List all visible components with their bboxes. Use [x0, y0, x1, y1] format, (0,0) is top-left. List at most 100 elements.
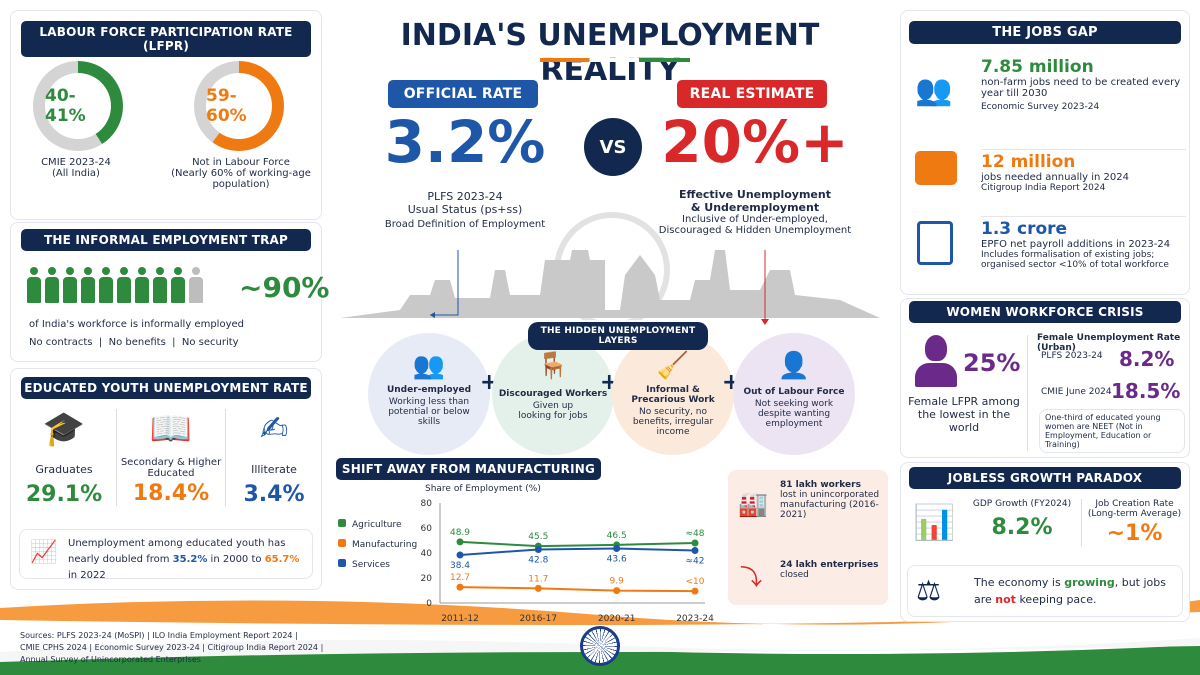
note-text: in 2022 [68, 570, 106, 581]
official-status: Usual Status (ps+ss) [407, 203, 523, 216]
person-icon [135, 267, 149, 303]
lfpr-header: LABOUR FORCE PARTICIPATION RATE (LFPR) [21, 21, 311, 57]
x-tick-label: 2023-24 [676, 614, 714, 624]
page-title: INDIA'S UNEMPLOYMENT REALITY [400, 18, 820, 88]
female-lfpr-desc: Female LFPR among the lowest in the worl… [908, 395, 1020, 434]
informal-panel: THE INFORMAL EMPLOYMENT TRAP ~90% of Ind… [10, 222, 329, 362]
connector-arrows [430, 250, 769, 325]
data-label: ≈42 [686, 557, 705, 567]
jobs-value-2: 12 million [981, 152, 1076, 172]
msg: keeping pace. [1015, 593, 1097, 606]
legend-label: Manufacturing [352, 540, 418, 550]
data-label: ≈48 [686, 529, 705, 539]
ashoka-chakra-icon [580, 626, 620, 666]
person-icon [153, 267, 167, 303]
sitting-person-icon: 🪑 [536, 351, 570, 381]
data-point [613, 587, 621, 595]
jobs-src-2: Citigroup India Report 2024 [981, 183, 1106, 193]
jobless-panel: JOBLESS GROWTH PARADOX 📊 GDP Growth (FY2… [900, 462, 1190, 622]
chart-title: SHIFT AWAY FROM MANUFACTURING [336, 458, 601, 480]
y-tick-label: 60 [421, 524, 433, 534]
official-rate-badge: OFFICIAL RATE [388, 80, 538, 108]
lfpr-panel: LABOUR FORCE PARTICIPATION RATE (LFPR) 4… [10, 10, 322, 220]
factory-icon: 🏭 [738, 490, 768, 518]
source-line: Annual Survey of Unincorporated Enterpri… [20, 655, 201, 664]
person-icon [117, 267, 131, 303]
y-tick-label: 20 [421, 574, 433, 584]
person-icon [27, 267, 41, 303]
informal-line1: of India's workforce is informally emplo… [29, 319, 244, 330]
note-2000: 35.2% [172, 554, 208, 565]
mfg-loss-panel: 🏭 81 lakh workers lost in unincorporated … [728, 470, 888, 605]
person-icon [45, 267, 59, 303]
graduate-icon: 🎓 [42, 409, 86, 449]
writing-icon: ✍ [259, 409, 289, 449]
note-text: Unemployment among educated youth has ne… [68, 538, 286, 565]
mfg-enterprises-desc: closed [780, 570, 809, 580]
data-label: 48.9 [450, 528, 470, 538]
document-id-icon [917, 221, 953, 265]
jobs-desc-2: jobs needed annually in 2024 [981, 172, 1129, 183]
growth-chart-icon: 📊 [913, 503, 956, 543]
data-label: 38.4 [450, 561, 470, 571]
skyline-illustration [340, 212, 880, 320]
real-l3: Inclusive of Under-employed, [682, 214, 828, 225]
job-rate-value: ~1% [1106, 521, 1163, 546]
jobs-gap-panel: THE JOBS GAP 👥 7.85 million non-farm job… [900, 10, 1190, 295]
data-point [691, 539, 699, 547]
jobs-desc-1: non-farm jobs need to be created every y… [981, 77, 1181, 99]
layer-out-of-lf: 👤 Out of Labour Force Not seeking work d… [733, 333, 855, 455]
layer-desc: Given up looking for jobs [518, 401, 588, 421]
data-point [691, 547, 699, 554]
labourer-icon: 🧹 [656, 351, 690, 381]
briefcase-icon [915, 151, 957, 185]
note-text: in 2000 to [207, 554, 265, 565]
layer-desc: No security, no benefits, irregular inco… [632, 407, 714, 437]
source-line: CMIE CPHS 2024 | Economic Survey 2023-24… [20, 643, 324, 652]
woman-icon [915, 335, 957, 387]
cmie-value: 18.5% [1111, 379, 1181, 403]
series-line-services [459, 547, 696, 556]
gdp-value: 8.2% [991, 515, 1053, 540]
data-label: 43.6 [607, 555, 627, 565]
layer-informal: 🧹 Informal & Precarious Work No security… [612, 333, 734, 455]
lfpr-value: 40-41% [45, 73, 111, 139]
youth-panel: EDUCATED YOUTH UNEMPLOYMENT RATE 🎓 Gradu… [10, 368, 322, 590]
women-panel: WOMEN WORKFORCE CRISIS 25% Female LFPR a… [900, 298, 1190, 458]
series-line-agriculture [459, 540, 696, 548]
chart-ylabel: Share of Employment (%) [425, 484, 541, 494]
y-tick-label: 80 [421, 499, 433, 509]
youth-header: EDUCATED YOUTH UNEMPLOYMENT RATE [21, 377, 311, 399]
cmie-label: CMIE June 2024 [1041, 387, 1112, 397]
msg-growing: growing [1064, 576, 1115, 589]
series-line-manufacturing [459, 586, 696, 593]
chart-legend: Agriculture Manufacturing Services [338, 515, 417, 575]
plfs-value: 8.2% [1119, 347, 1175, 371]
informal-header: THE INFORMAL EMPLOYMENT TRAP [21, 229, 311, 251]
scales-icon: ⚖ [916, 574, 942, 607]
data-point [456, 583, 464, 591]
data-label: 12.7 [450, 573, 470, 583]
real-l1: Effective Unemployment [679, 188, 831, 201]
job-rate-label: Job Creation Rate (Long-term Average) [1087, 499, 1182, 519]
illiterate-value: 3.4% [243, 482, 305, 507]
data-label: 11.7 [528, 574, 548, 584]
group-icon: 👥 [412, 351, 446, 381]
jobs-value-3: 1.3 crore [981, 219, 1068, 239]
paradox-message: ⚖ The economy is growing, but jobs are n… [907, 565, 1183, 617]
jobless-header: JOBLESS GROWTH PARADOX [909, 467, 1181, 489]
jobs-value-1: 7.85 million [981, 57, 1094, 77]
tricolour-bar [540, 58, 690, 62]
line-chart: 0 20 40 60 80 2011-12 2016-17 2020-21 2023-24 48.… [421, 499, 715, 624]
x-tick-label: 2011-12 [441, 614, 479, 624]
data-point [691, 587, 699, 595]
layer-discouraged: 🪑 Discouraged Workers Given up looking f… [492, 333, 614, 455]
jobs-gap-header: THE JOBS GAP [909, 21, 1181, 44]
official-rate-value: 3.2% [384, 108, 546, 176]
mfg-enterprises: 24 lakh enterprises [780, 560, 879, 570]
layer-title: Informal & Precarious Work [631, 385, 715, 405]
x-tick-label: 2016-17 [520, 614, 558, 624]
real-estimate-badge: REAL ESTIMATE [677, 80, 827, 108]
msg: The economy is [974, 576, 1065, 589]
graduates-value: 29.1% [25, 482, 103, 507]
